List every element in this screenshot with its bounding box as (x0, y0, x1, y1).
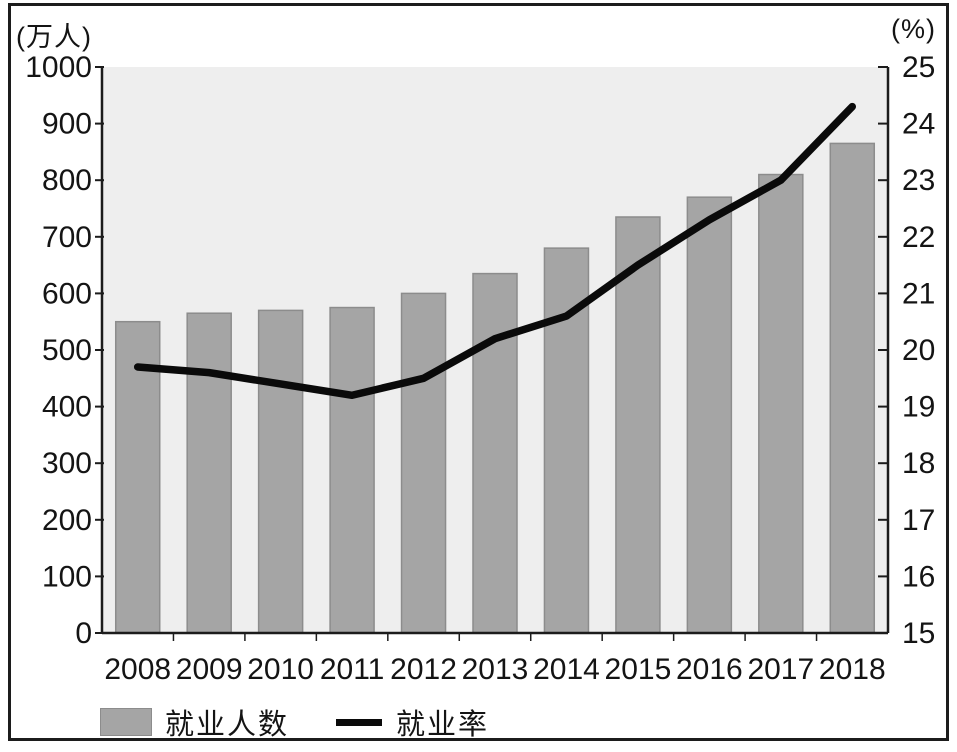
legend-bar-swatch-icon (100, 708, 152, 736)
right-tick-label: 23 (902, 164, 935, 197)
right-tick-label: 20 (902, 334, 935, 367)
left-axis-unit-label: (万人) (16, 22, 92, 52)
right-tick-label: 24 (902, 108, 935, 141)
bar-2013 (472, 272, 518, 634)
right-tick-label: 21 (902, 277, 935, 310)
x-label-2013: 2013 (462, 653, 529, 686)
left-tick-label: 0 (75, 617, 92, 650)
right-tick-label: 18 (902, 447, 935, 480)
left-tick-label: 500 (42, 334, 92, 367)
chart-frame (8, 3, 949, 741)
left-tick-label: 100 (42, 560, 92, 593)
bar-2018 (829, 142, 876, 634)
right-tick-label: 19 (902, 391, 935, 424)
left-tick-label: 600 (42, 277, 92, 310)
x-label-2015: 2015 (605, 653, 672, 686)
legend-line-label: 就业率 (396, 709, 490, 741)
bar-2010 (257, 309, 304, 634)
left-tick-label: 800 (42, 164, 92, 197)
bar-2012 (400, 292, 447, 634)
x-label-2011: 2011 (320, 653, 385, 686)
right-tick-label: 15 (902, 617, 935, 650)
bar-2016 (686, 196, 733, 634)
legend-line-swatch-icon (336, 718, 383, 726)
x-label-2009: 2009 (176, 653, 243, 686)
bar-2008 (114, 320, 161, 634)
left-tick-label: 400 (42, 391, 92, 424)
x-label-2017: 2017 (747, 653, 814, 686)
left-tick-label: 900 (42, 108, 92, 141)
right-axis-unit-label: (%) (891, 14, 936, 44)
rate-line (133, 102, 857, 400)
left-tick-label: 200 (42, 504, 92, 537)
bar-2015 (615, 216, 661, 634)
left-tick-label: 300 (42, 447, 92, 480)
x-label-2012: 2012 (390, 653, 457, 686)
right-tick-label: 16 (902, 560, 935, 593)
bar-2009 (186, 312, 232, 634)
right-tick-label: 22 (902, 221, 935, 254)
bar-2017 (758, 173, 804, 634)
legend: 就业人数 就业率 (100, 701, 489, 743)
x-label-2016: 2016 (676, 653, 743, 686)
left-tick-label: 700 (42, 221, 92, 254)
legend-bar-label: 就业人数 (165, 709, 290, 741)
x-label-2008: 2008 (104, 653, 171, 686)
x-label-2010: 2010 (247, 653, 314, 686)
left-tick-label: 1000 (25, 51, 92, 84)
right-tick-label: 17 (902, 504, 935, 537)
bar-2011 (329, 306, 375, 634)
x-label-2014: 2014 (533, 653, 600, 686)
right-tick-label: 25 (902, 51, 935, 84)
x-label-2018: 2018 (819, 653, 886, 686)
